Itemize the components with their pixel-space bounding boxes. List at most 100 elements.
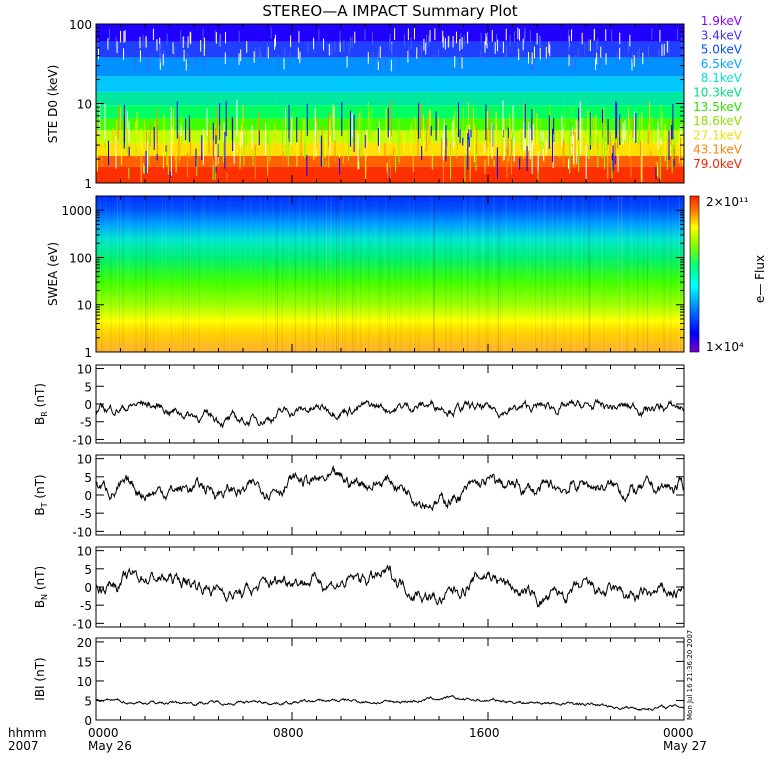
ste-streak [510, 138, 512, 175]
swea-streak [540, 196, 542, 352]
ste-streak [597, 135, 599, 168]
ste-streak [97, 38, 99, 51]
field-ytick-label: 10 [77, 363, 92, 377]
swea-streak [562, 196, 564, 352]
ste-streak [524, 27, 526, 40]
ste-streak [169, 171, 171, 178]
ste-streak [113, 130, 115, 148]
swea-streak [182, 196, 184, 352]
ste-streak [413, 27, 415, 40]
ste-streak [391, 43, 393, 56]
ste-channel-label: 1.9keV [701, 14, 743, 28]
ste-streak [612, 145, 614, 171]
ste-streak [187, 36, 189, 48]
ste-streak [171, 126, 173, 153]
ste-streak [306, 103, 308, 136]
bmag-frame [95, 637, 685, 721]
ste-streak [115, 136, 117, 169]
ste-streak [145, 150, 147, 175]
ste-streak [487, 147, 489, 166]
swea-streak [308, 196, 310, 352]
ste-streak [320, 135, 322, 167]
swea-streak [170, 196, 172, 352]
ste-streak [159, 37, 161, 50]
ste-streak [430, 126, 432, 136]
ste-streak [251, 124, 253, 149]
ste-streak [342, 137, 344, 164]
ste-streak [189, 127, 191, 159]
ste-streak [426, 34, 428, 46]
ste-streak [536, 113, 538, 146]
ste-streak [632, 51, 634, 64]
ste-streak [577, 48, 579, 61]
bn-panel: 10 5 0 -5 -10 BN (nT) [33, 545, 685, 631]
ste-streak [421, 146, 423, 161]
ste-streak [617, 155, 619, 172]
ste-streak [589, 112, 591, 150]
swea-streak [602, 196, 604, 352]
ste-streak [460, 54, 462, 66]
ste-streak [218, 124, 220, 156]
ste-streak [445, 125, 447, 162]
ste-streak [668, 130, 670, 160]
ste-streak [242, 105, 244, 140]
ste-streak [270, 27, 272, 39]
ste-streak [552, 128, 554, 163]
ste-streak [577, 120, 579, 145]
ste-streak [343, 39, 345, 52]
ste-streak [677, 28, 679, 41]
ste-streak [274, 38, 276, 50]
ste-streak [429, 30, 431, 42]
ste-streak [187, 52, 189, 65]
ste-streak [647, 131, 649, 145]
ste-streak [473, 107, 475, 141]
ste-streak [364, 134, 366, 148]
br-panel: 10 5 0 -5 -10 BR (nT) [33, 363, 685, 447]
swea-panel: 1 10 100 1000 SWEA (eV) 2×10¹¹ 1×10⁴ e— Flu… [46, 195, 767, 360]
ste-streak [182, 36, 184, 49]
swea-streak [445, 196, 447, 352]
swea-streak [281, 196, 283, 352]
ste-streak [236, 99, 238, 137]
ste-streak [297, 47, 299, 60]
ste-streak [300, 52, 302, 65]
ste-band [96, 57, 684, 77]
colorbar [689, 195, 700, 353]
ste-streak [531, 109, 533, 141]
swea-streak [412, 196, 414, 352]
ste-streak [365, 135, 367, 161]
ste-streak [468, 136, 470, 148]
ste-channel-label: 18.6keV [693, 114, 743, 128]
ste-streak [635, 112, 637, 143]
ste-streak [215, 32, 217, 44]
ste-streak [135, 58, 137, 71]
ste-streak [416, 47, 418, 59]
ste-streak [178, 133, 180, 164]
ste-streak [529, 128, 531, 160]
ste-streak [484, 41, 486, 53]
ste-streak [568, 40, 570, 53]
ste-streak [503, 129, 505, 138]
swea-streak [473, 196, 475, 352]
swea-streak [315, 196, 317, 352]
ste-streak [202, 128, 204, 165]
ste-streak [281, 119, 283, 148]
ste-streak [518, 48, 520, 61]
ste-channel-label: 8.1keV [701, 71, 743, 85]
ste-streak [332, 104, 334, 138]
field-ytick-label: 5 [84, 563, 92, 577]
ste-streak [572, 135, 574, 165]
ste-streak [503, 128, 505, 161]
ste-streak [588, 39, 590, 52]
swea-streak [338, 196, 340, 352]
ste-streak [673, 145, 675, 159]
ste-streak [632, 115, 634, 138]
ste-streak [333, 106, 335, 140]
swea-streak [302, 196, 304, 352]
ste-streak [422, 114, 424, 153]
swea-streak [119, 196, 121, 352]
ste-streak [631, 59, 633, 71]
swea-streak [572, 196, 574, 352]
ste-streak [470, 129, 472, 138]
br-axis: 10 5 0 -5 -10 [72, 363, 685, 447]
